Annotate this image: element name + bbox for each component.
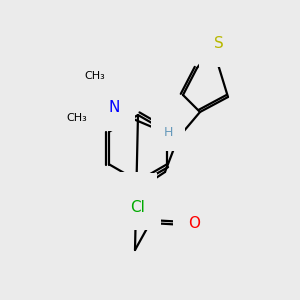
Text: H: H xyxy=(163,125,173,139)
Text: Cl: Cl xyxy=(130,200,146,214)
Text: N: N xyxy=(108,100,120,116)
Text: H: H xyxy=(118,184,128,197)
Text: S: S xyxy=(214,37,224,52)
Text: N: N xyxy=(130,188,142,203)
Text: CH₃: CH₃ xyxy=(67,113,87,123)
Text: CH₃: CH₃ xyxy=(85,71,105,81)
Text: O: O xyxy=(188,217,200,232)
